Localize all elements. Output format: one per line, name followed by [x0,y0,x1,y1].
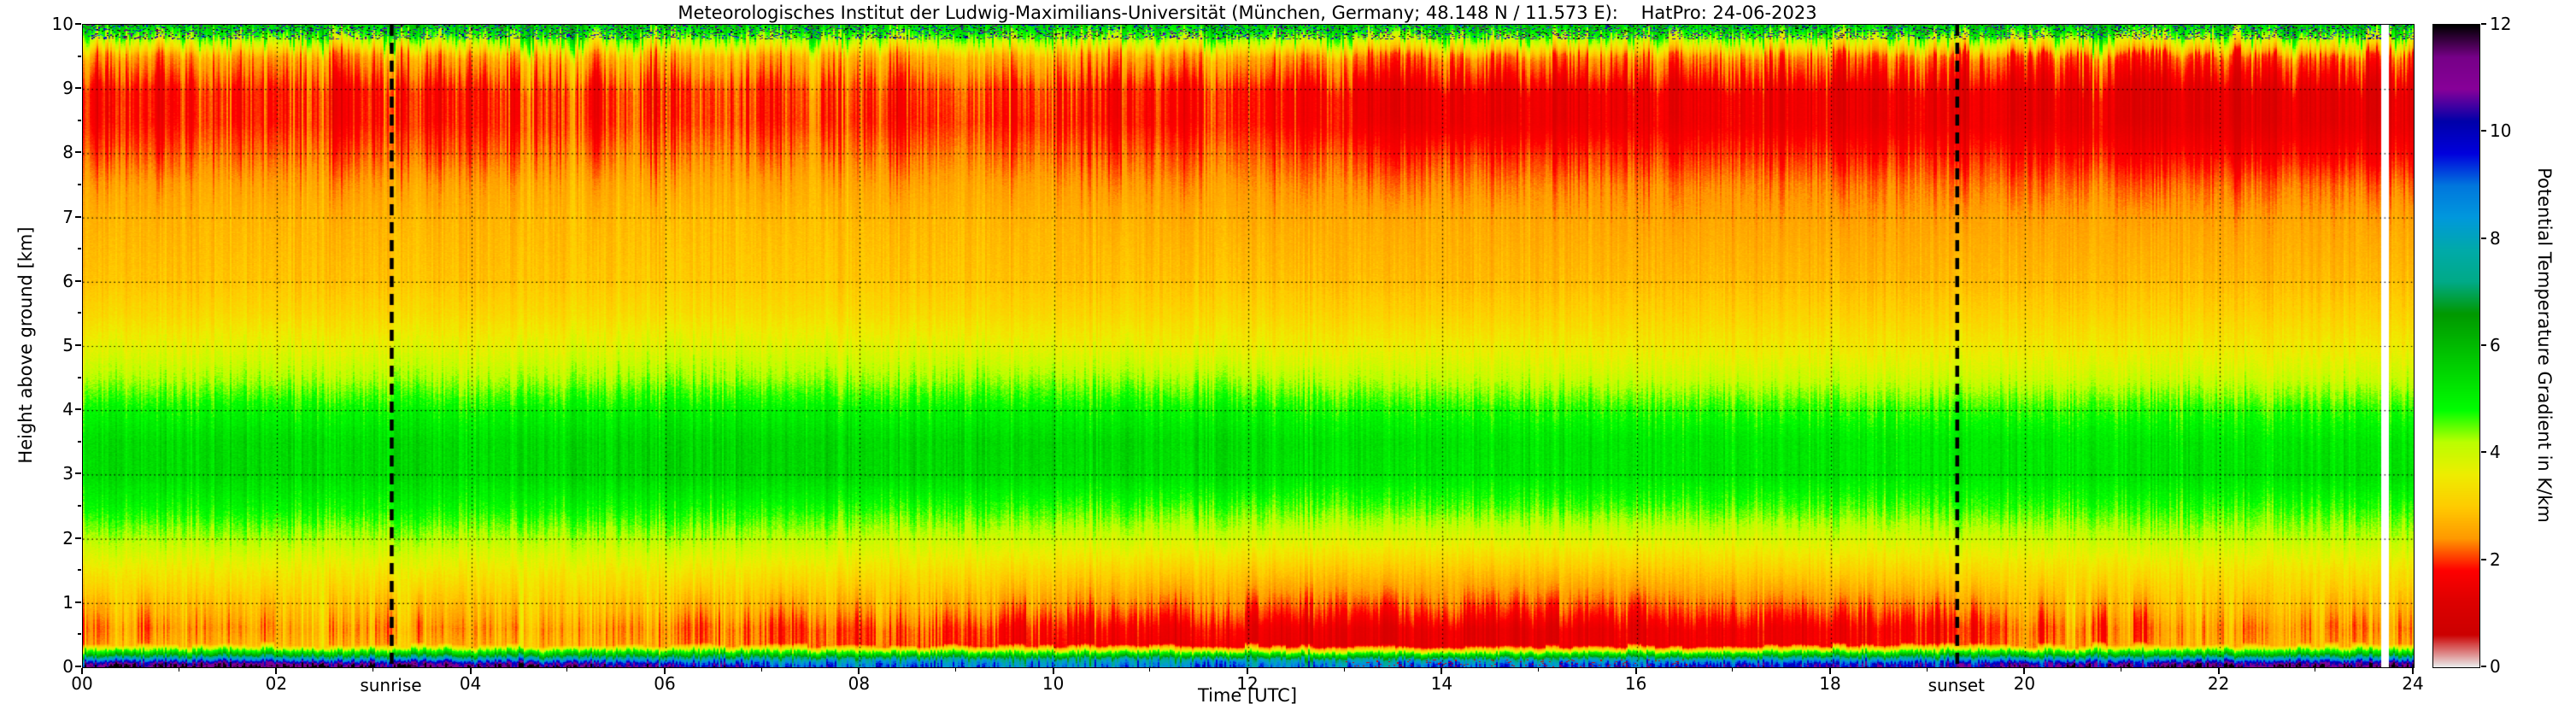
x-tick-mark [1926,668,1928,672]
y-tick-mark [78,505,81,507]
x-tick-mark [2217,668,2220,674]
y-tick-label: 2 [62,527,73,549]
y-tick-label: 0 [62,656,73,677]
x-tick-mark [664,668,666,674]
x-tick-mark [1343,668,1345,672]
sunset-label: sunset [1928,675,1985,695]
y-tick-mark [75,537,81,539]
x-tick-label: 08 [848,673,871,694]
y-tick-mark [75,279,81,282]
x-tick-mark [1829,668,1831,674]
x-tick-label: 18 [1819,673,1841,694]
x-tick-label: 22 [2207,673,2230,694]
y-tick-label: 7 [62,206,73,227]
y-tick-mark [78,55,81,57]
y-tick-mark [75,472,81,475]
y-tick-mark [75,601,81,603]
x-tick-mark [566,668,568,672]
x-tick-label: 04 [459,673,482,694]
x-tick-mark [2412,668,2414,674]
colorbar-tick-mark [2481,666,2486,667]
colorbar [2432,24,2480,668]
y-tick-mark [78,569,81,572]
y-tick-mark [78,248,81,250]
x-tick-mark [858,668,860,674]
x-tick-mark [1052,668,1054,674]
x-tick-label: 16 [1624,673,1647,694]
y-tick-label: 1 [62,591,73,613]
x-tick-label: 00 [71,673,93,694]
colorbar-tick-mark [2481,558,2486,560]
chart-title: Meteorologisches Institut der Ludwig-Max… [678,3,1817,23]
colorbar-tick-mark [2481,130,2486,132]
x-tick-mark [2023,668,2026,674]
x-tick-mark [955,668,956,672]
y-tick-label: 9 [62,78,73,99]
colorbar-tick-label: 10 [2490,120,2512,142]
x-tick-mark [1441,668,1443,674]
colorbar-tick-mark [2481,23,2486,25]
y-tick-mark [78,633,81,636]
sunrise-label: sunrise [360,675,422,695]
x-tick-mark [760,668,762,672]
colorbar-tick-mark [2481,451,2486,454]
y-tick-mark [75,23,81,25]
x-tick-label: 02 [265,673,288,694]
y-tick-mark [75,408,81,411]
colorbar-tick-label: 2 [2490,549,2501,570]
y-tick-label: 10 [51,14,73,34]
y-tick-label: 5 [62,335,73,355]
colorbar-tick-label: 4 [2490,442,2501,463]
colorbar-tick-label: 12 [2490,14,2512,34]
colorbar-tick-label: 6 [2490,335,2501,355]
y-tick-label: 6 [62,270,73,291]
x-tick-label: 14 [1430,673,1453,694]
x-tick-label: 10 [1042,673,1065,694]
x-tick-mark [1538,668,1539,672]
colorbar-tick-mark [2481,344,2486,346]
colorbar-canvas [2433,25,2479,667]
heatmap-canvas [83,25,2414,667]
y-tick-label: 4 [62,399,73,420]
x-tick-mark [1247,668,1248,674]
y-tick-mark [78,119,81,121]
y-tick-mark [78,376,81,378]
y-tick-mark [78,184,81,185]
x-tick-mark [469,668,472,674]
y-tick-mark [78,440,81,443]
x-tick-label: 06 [654,673,676,694]
y-tick-mark [75,666,81,667]
y-tick-label: 8 [62,142,73,163]
y-tick-mark [78,312,81,314]
x-tick-label: 20 [2013,673,2036,694]
x-tick-label: 24 [2402,673,2424,694]
colorbar-label: Potential Temperature Gradient in K/km [2534,167,2555,523]
x-tick-mark [1634,668,1637,674]
y-tick-mark [75,215,81,218]
colorbar-tick-label: 8 [2490,227,2501,249]
colorbar-tick-mark [2481,237,2486,239]
x-tick-label: 12 [1236,673,1259,694]
x-axis-label: Time [UTC] [1197,685,1298,704]
y-tick-mark [75,151,81,154]
x-tick-mark [275,668,278,674]
x-tick-mark [1732,668,1734,672]
y-tick-label: 3 [62,463,73,484]
colorbar-tick-label: 0 [2490,656,2501,677]
plot-area [82,24,2415,668]
x-tick-mark [81,668,83,674]
y-tick-mark [75,87,81,90]
y-tick-mark [75,344,81,346]
x-tick-mark [1149,668,1151,672]
